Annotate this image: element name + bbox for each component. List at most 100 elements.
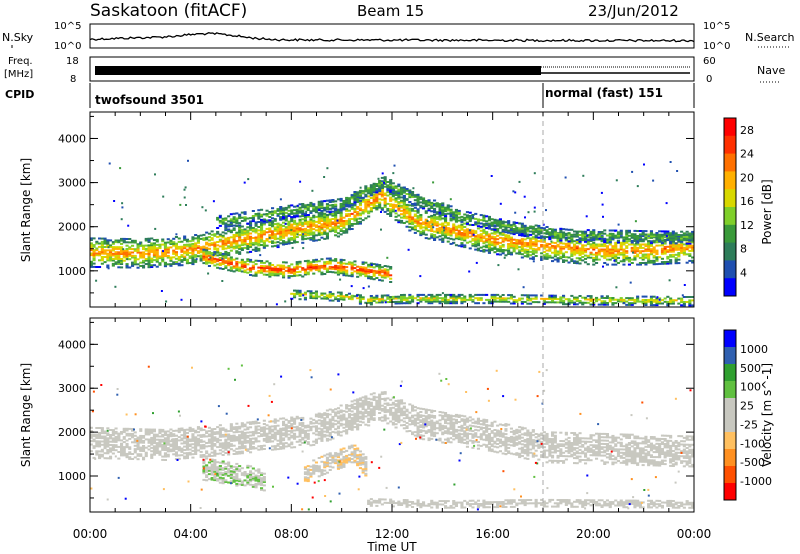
echo-cell [397, 207, 401, 210]
echo-cell [325, 294, 329, 297]
echo-cell [364, 200, 368, 203]
echo-cell [144, 244, 148, 247]
echo-cell [424, 228, 428, 231]
echo-cell [301, 267, 305, 270]
echo-cell [224, 227, 228, 230]
echo-cell [213, 444, 217, 447]
echo-cell [364, 209, 368, 211]
echo-cell [262, 213, 266, 216]
echo-cell [608, 297, 612, 299]
echo-cell [114, 251, 118, 254]
echo-cell [518, 229, 522, 232]
echo-speckle [356, 294, 359, 297]
echo-cell [122, 429, 126, 432]
echo-cell [133, 256, 137, 259]
echo-cell [636, 255, 640, 258]
echo-cell [567, 240, 571, 243]
echo-cell [567, 237, 571, 240]
echo-cell [133, 254, 137, 257]
echo-cell [564, 228, 568, 231]
echo-cell [553, 230, 557, 233]
echo-cell [229, 249, 233, 252]
echo-cell [553, 248, 557, 251]
echo-cell [644, 255, 648, 258]
echo-cell [342, 201, 346, 204]
echo-cell [342, 262, 346, 265]
echo-cell [419, 297, 423, 300]
echo-cell [633, 229, 637, 232]
echo-cell [131, 263, 135, 266]
echo-cell [177, 449, 181, 452]
echo-speckle [377, 177, 380, 180]
echo-cell [246, 244, 250, 247]
echo-cell [103, 442, 107, 445]
echo-cell [441, 229, 445, 232]
echo-cell [493, 242, 497, 245]
echo-cell [147, 428, 151, 431]
echo-cell [142, 256, 146, 259]
echo-cell [430, 205, 434, 208]
echo-cell [251, 274, 255, 277]
echo-cell [125, 446, 129, 449]
echo-cell [287, 270, 291, 272]
echo-cell [163, 459, 167, 461]
echo-cell [520, 231, 524, 234]
echo-cell [592, 256, 596, 259]
echo-cell [476, 240, 480, 243]
echo-cell [584, 251, 588, 254]
echo-cell [235, 245, 239, 248]
echo-cell [150, 436, 154, 439]
echo-cell [254, 221, 258, 224]
echo-cell [336, 210, 340, 213]
echo-cell [482, 214, 486, 217]
echo-cell [487, 217, 491, 220]
echo-cell [303, 234, 307, 237]
echo-cell [224, 229, 228, 232]
echo-cell [487, 245, 491, 248]
echo-cell [271, 240, 275, 243]
echo-cell [309, 201, 313, 204]
echo-cell [397, 295, 401, 298]
echo-speckle [185, 204, 187, 206]
echo-cell [487, 233, 491, 236]
echo-cell [627, 231, 631, 234]
echo-cell [364, 198, 368, 201]
echo-cell [616, 248, 620, 251]
echo-cell [342, 295, 346, 298]
echo-cell [152, 453, 156, 456]
echo-cell [570, 253, 574, 256]
echo-cell [625, 233, 629, 236]
echo-cell [630, 241, 634, 244]
echo-cell [136, 263, 140, 266]
echo-cell [323, 267, 327, 270]
echo-cell [353, 201, 357, 204]
echo-cell [386, 301, 390, 304]
echo-cell [542, 244, 546, 247]
echo-cell [358, 222, 362, 225]
echo-cell [375, 270, 379, 273]
echo-cell [331, 271, 335, 274]
echo-cell [655, 233, 659, 236]
echo-cell [194, 453, 198, 455]
echo-cell [295, 212, 299, 215]
echo-cell [249, 267, 253, 270]
echo-cell [287, 237, 291, 240]
echo-cell [647, 253, 651, 256]
echo-cell [504, 300, 508, 303]
echo-cell [106, 239, 110, 242]
echo-cell [336, 291, 340, 294]
echo-cell [515, 247, 519, 250]
echo-cell [391, 185, 395, 188]
echo-cell [221, 252, 225, 255]
echo-cell [89, 440, 93, 443]
echo-cell [671, 240, 675, 243]
echo-cell [581, 301, 585, 304]
echo-cell [273, 218, 277, 221]
echo-cell [526, 294, 530, 297]
echo-cell [416, 203, 420, 206]
echo-cell [680, 234, 684, 237]
echo-cell [317, 232, 321, 235]
echo-cell [567, 228, 571, 231]
echo-cell [298, 218, 302, 221]
echo-cell [227, 220, 231, 223]
